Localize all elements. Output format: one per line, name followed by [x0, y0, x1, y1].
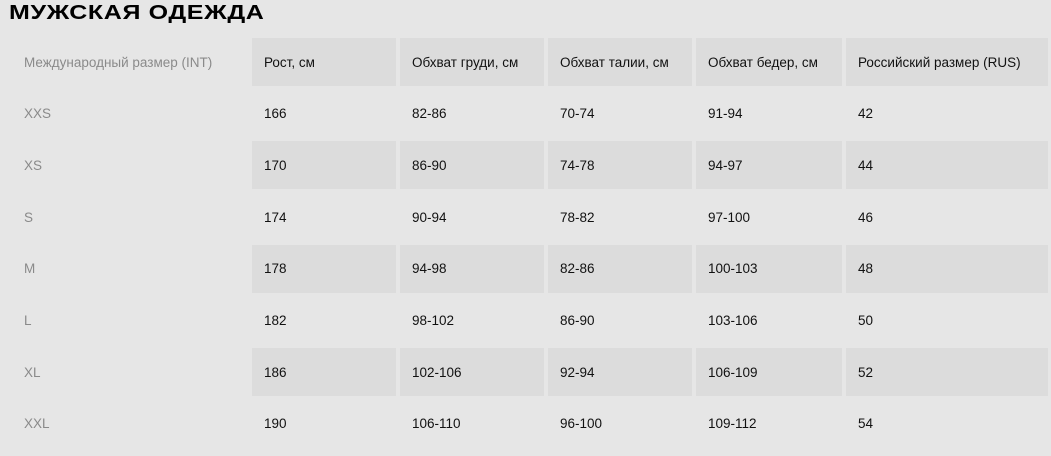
table-cell: 54	[858, 416, 874, 432]
page-title: МУЖСКАЯ ОДЕЖДА	[9, 2, 265, 24]
table-cell: 91-94	[708, 106, 743, 122]
table-cell: 182	[264, 312, 287, 328]
table-cell: 82-86	[548, 244, 692, 293]
table-cell: 50	[858, 312, 874, 328]
row-label: M	[24, 261, 36, 277]
row-label: S	[24, 209, 34, 225]
row-label: XXS	[24, 106, 52, 122]
table-cell: 103-106	[708, 312, 758, 328]
table-cell: 90-94	[412, 209, 447, 225]
table-cell: 78-82	[560, 209, 595, 225]
size-table: Международный размер (INT) Рост, см Обхват…	[0, 38, 1048, 448]
table-cell: Российский размер (RUS)	[846, 38, 1048, 86]
table-cell: Обхват груди, см	[400, 38, 544, 86]
table-cell: 92-94	[548, 348, 692, 397]
table-cell: 44	[846, 141, 1048, 190]
table-cell: 166	[264, 106, 287, 122]
table-cell: 86-90	[400, 141, 544, 190]
table-cell: 190	[264, 416, 287, 432]
table-cell: 52	[846, 348, 1048, 397]
table-cell: 42	[858, 106, 874, 122]
table-cell: 102-106	[400, 348, 544, 397]
row-label: XL	[24, 364, 41, 380]
table-cell: 94-98	[400, 244, 544, 293]
row-label: Международный размер (INT)	[24, 54, 213, 70]
table-cell: Обхват бедер, см	[696, 38, 842, 86]
table-cell: 48	[846, 244, 1048, 293]
table-cell: 74-78	[548, 141, 692, 190]
table-cell: 94-97	[696, 141, 842, 190]
row-label: L	[24, 312, 32, 328]
table-cell: 174	[264, 209, 287, 225]
table-cell: 86-90	[560, 312, 595, 328]
table-cell: 186	[252, 348, 396, 397]
table-cell: 100-103	[696, 244, 842, 293]
table-cell: 170	[252, 141, 396, 190]
table-cell: 46	[858, 209, 874, 225]
table-cell: 109-112	[708, 416, 757, 432]
table-cell: 70-74	[560, 106, 595, 122]
table-cell: 106-110	[412, 416, 461, 432]
table-cell: 178	[252, 244, 396, 293]
table-cell: Обхват талии, см	[548, 38, 692, 86]
table-cell: 98-102	[412, 312, 455, 328]
table-cell: 106-109	[696, 348, 842, 397]
table-cell: 96-100	[560, 416, 603, 432]
table-cell: Рост, см	[252, 38, 396, 86]
table-cell: 82-86	[412, 106, 447, 122]
table-cell: 97-100	[708, 209, 751, 225]
row-label: XXL	[24, 416, 50, 432]
row-label: XS	[24, 157, 43, 173]
